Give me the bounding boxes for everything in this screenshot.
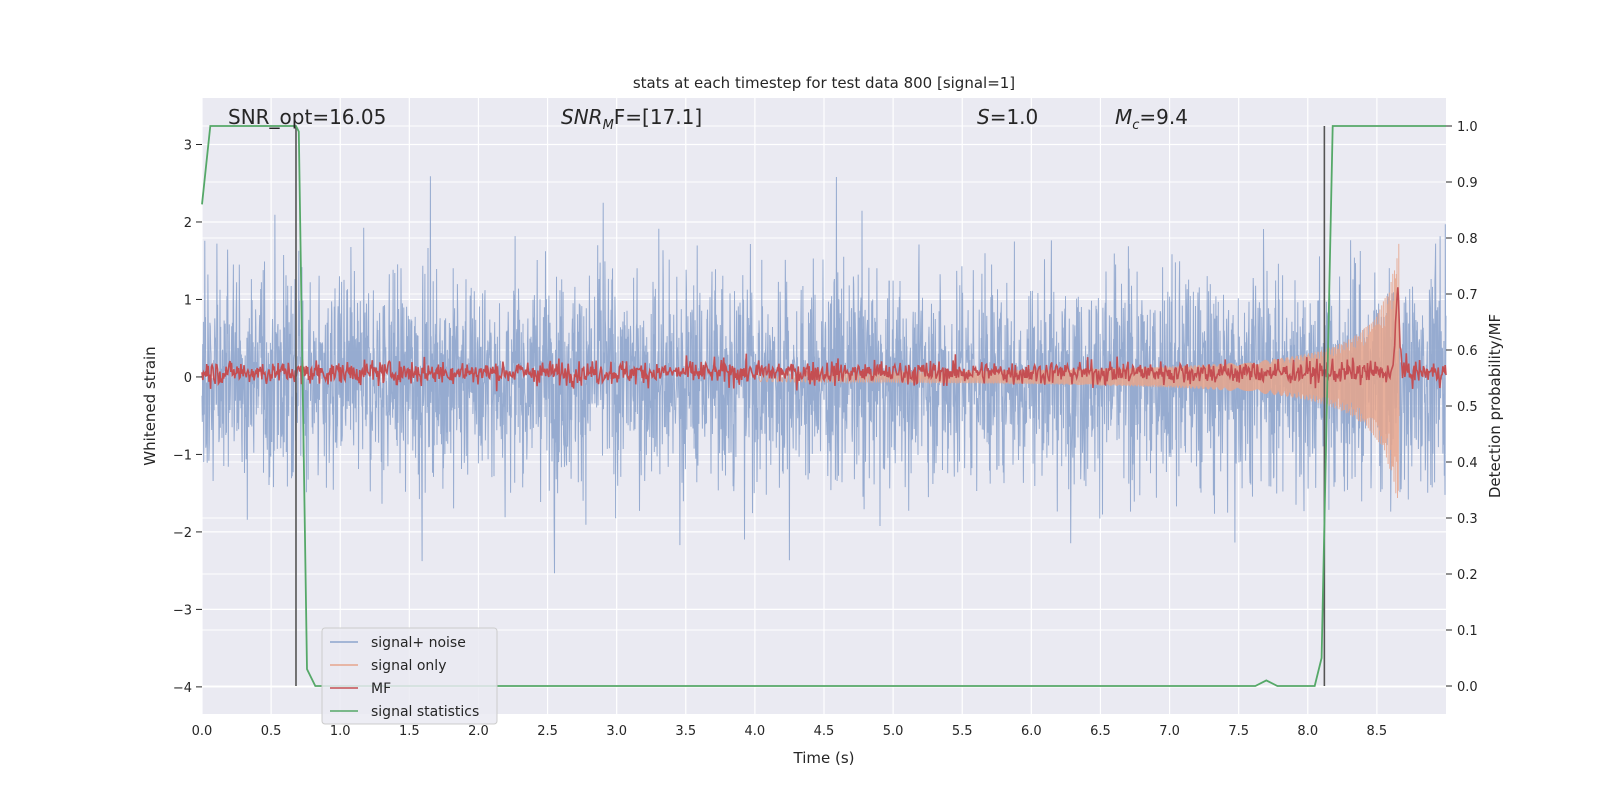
annotation-snr-opt: SNR_opt=16.05 [228,105,386,129]
y-tick-label: −4 [173,681,192,696]
y2-tick-label: 0.0 [1457,680,1478,695]
snr-mf-rest: F=[17.1] [614,105,702,129]
legend-label-signal-noise: signal+ noise [371,635,466,651]
x-tick-label: 5.0 [883,724,904,739]
y2-tick-label: 0.1 [1457,624,1478,639]
x-tick-label: 0.0 [192,724,213,739]
signal-statistics-series [201,125,1446,687]
y-axis-label: Whitened strain [141,346,159,465]
y2-tick-label: 0.2 [1457,568,1478,583]
y2-axis-ticks: 1.0 0.9 0.8 0.7 0.6 0.5 0.4 0.3 0.2 0.1 0.0 [1446,120,1478,695]
x-tick-label: 6.0 [1021,724,1042,739]
x-tick-label: 5.5 [952,724,973,739]
x-tick-label: 8.5 [1367,724,1388,739]
legend-label-signal-statistics: signal statistics [371,704,479,720]
vertical-markers [295,126,1326,686]
y-tick-label: −1 [173,448,192,463]
mf-series [201,287,1447,392]
legend-box [321,627,498,725]
mf-line [201,287,1447,392]
y-tick-label: 2 [184,216,192,231]
x-tick-label: 1.5 [399,724,420,739]
x-tick-label: 7.0 [1159,724,1180,739]
x-tick-label: 6.5 [1090,724,1111,739]
x-tick-label: 3.5 [675,724,696,739]
y2-axis-label: Detection probability/MF [1486,314,1504,498]
annotation-snr-mf: SNRMF=[17.1] [561,105,702,133]
snr-mf-sub: M [603,118,614,133]
legend: signal+ noise signal only MF signal stat… [321,627,498,725]
x-axis-label: Time (s) [793,749,855,767]
y-tick-label: −3 [173,603,192,618]
y2-tick-label: 0.7 [1457,288,1478,303]
y2-tick-label: 0.8 [1457,232,1478,247]
signal-noise-series [201,176,1447,574]
x-axis-ticks: 0.0 0.5 1.0 1.5 2.0 2.5 3.0 3.5 4.0 4.5 5.0 5.5 6.0 6… [192,724,1388,739]
signal-statistics-line [201,125,1446,687]
x-tick-label: 8.0 [1297,724,1318,739]
y2-tick-label: 0.6 [1457,344,1478,359]
snr-mf-main: SNR [561,105,603,129]
y-tick-label: 3 [184,138,192,153]
x-tick-label: 1.0 [330,724,351,739]
annotation-s: S=1.0 [977,105,1038,129]
chart-title: stats at each timestep for test data 800… [633,74,1015,92]
mc-rest: =9.4 [1139,105,1188,129]
x-tick-label: 2.0 [468,724,489,739]
s-rest: =1.0 [990,105,1039,129]
annotation-mc: Mc=9.4 [1115,105,1188,133]
mc-main: M [1115,105,1132,129]
y2-tick-label: 0.3 [1457,512,1478,527]
x-tick-label: 7.5 [1228,724,1249,739]
signal-noise-line [201,176,1447,574]
y2-tick-label: 1.0 [1457,120,1478,135]
x-tick-label: 4.5 [814,724,835,739]
x-tick-label: 0.5 [261,724,282,739]
x-tick-label: 3.0 [606,724,627,739]
y-tick-label: 0 [184,371,192,386]
y2-tick-label: 0.9 [1457,176,1478,191]
s-main: S [977,105,990,129]
x-tick-label: 4.0 [745,724,766,739]
legend-label-mf: MF [371,681,391,697]
y2-tick-label: 0.5 [1457,400,1478,415]
y-axis-ticks: 3 2 1 0 −1 −2 −3 −4 [173,138,202,696]
legend-label-signal-only: signal only [371,658,446,674]
y-tick-label: 1 [184,293,192,308]
y2-tick-label: 0.4 [1457,456,1478,471]
x-tick-label: 2.5 [537,724,558,739]
mc-sub: c [1132,118,1139,133]
y-tick-label: −2 [173,526,192,541]
